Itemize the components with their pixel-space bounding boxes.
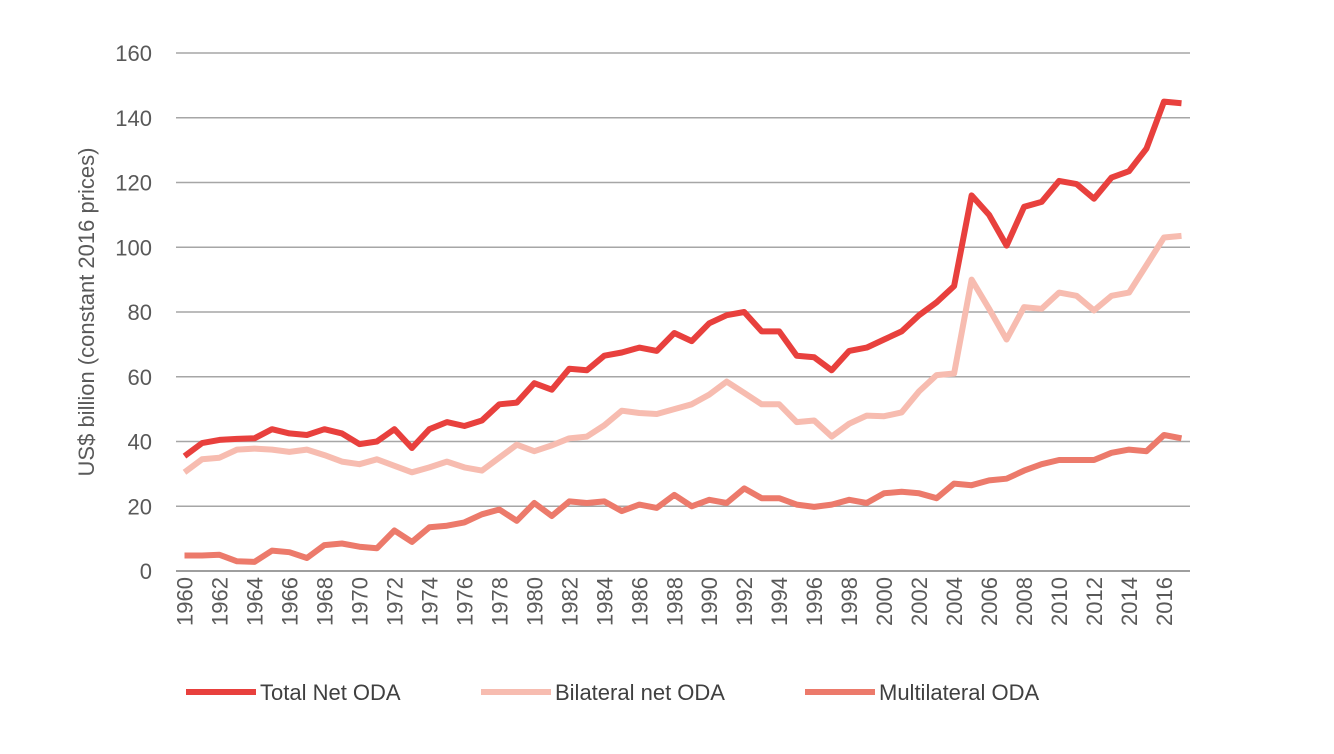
x-tick-label: 1966: [277, 577, 302, 626]
gridlines: [176, 52, 1190, 507]
legend-label: Bilateral net ODA: [555, 680, 725, 705]
y-tick-label: 100: [115, 235, 152, 260]
series-line-multilateral-oda: [184, 432, 1183, 565]
y-axis-title: US$ billion (constant 2016 prices): [74, 148, 99, 477]
x-tick-label: 1990: [697, 577, 722, 626]
x-tick-label: 1976: [452, 577, 477, 626]
x-tick-label: 1964: [242, 577, 267, 626]
x-tick-label: 1998: [837, 577, 862, 626]
y-tick-label: 120: [115, 171, 152, 196]
y-tick-label: 140: [115, 106, 152, 131]
x-tick-label: 1960: [173, 577, 198, 626]
x-tick-label: 1978: [487, 577, 512, 626]
x-tick-label: 1970: [347, 577, 372, 626]
x-tick-label: 1974: [417, 577, 442, 626]
x-tick-label: 1984: [592, 577, 617, 626]
x-tick-label: 1988: [662, 577, 687, 626]
x-tick-label: 1972: [382, 577, 407, 626]
y-axis-tick-labels: 0 20 40 60 80 100 120 140 160: [115, 41, 152, 584]
legend-label: Multilateral ODA: [879, 680, 1039, 705]
x-axis-tick-labels: 1960 1962 1964 1966 1968 1970 1972 1974 1976 1978…: [173, 577, 1178, 626]
x-tick-label: 2002: [907, 577, 932, 626]
x-tick-label: 2012: [1082, 577, 1107, 626]
x-tick-label: 2016: [1152, 577, 1177, 626]
x-tick-label: 1982: [557, 577, 582, 626]
x-tick-label: 2000: [872, 577, 897, 626]
x-tick-label: 1994: [767, 577, 792, 626]
x-tick-label: 1962: [207, 577, 232, 626]
x-tick-label: 1968: [312, 577, 337, 626]
y-tick-label: 60: [128, 365, 152, 390]
series-line-total-net-oda: [182, 98, 1182, 459]
series-lines: [182, 98, 1183, 565]
y-tick-label: 40: [128, 430, 152, 455]
x-tick-label: 1996: [802, 577, 827, 626]
x-tick-label: 1980: [522, 577, 547, 626]
legend: Total Net ODA Bilateral net ODA Multilater…: [186, 680, 1039, 705]
x-tick-label: 2004: [942, 577, 967, 626]
x-tick-label: 2010: [1047, 577, 1072, 626]
x-tick-label: 1992: [732, 577, 757, 626]
y-tick-label: 0: [140, 559, 152, 584]
x-tick-label: 2014: [1117, 577, 1142, 626]
y-tick-label: 20: [128, 494, 152, 519]
series-line-bilateral-net-oda: [182, 232, 1182, 476]
y-tick-label: 160: [115, 41, 152, 66]
y-tick-label: 80: [128, 300, 152, 325]
x-tick-label: 2008: [1012, 577, 1037, 626]
x-tick-label: 1986: [627, 577, 652, 626]
x-tick-label: 2006: [977, 577, 1002, 626]
legend-label: Total Net ODA: [260, 680, 401, 705]
